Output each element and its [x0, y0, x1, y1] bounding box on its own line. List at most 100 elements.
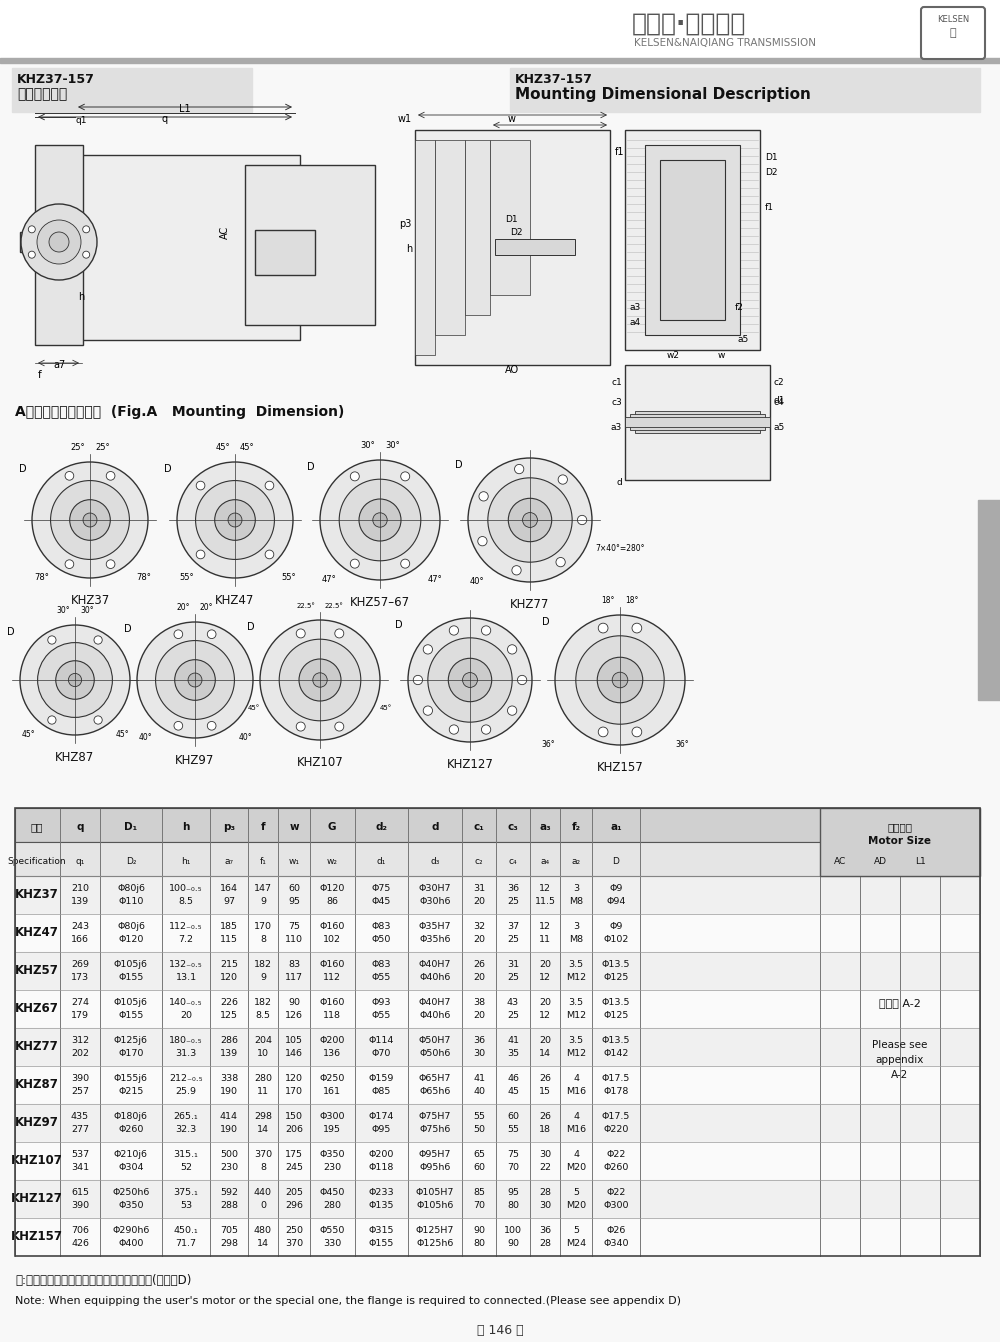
Text: a5: a5: [738, 336, 749, 344]
Text: Φ17.5: Φ17.5: [602, 1113, 630, 1121]
Text: 132₋₀.₅: 132₋₀.₅: [169, 960, 203, 969]
Text: Φ13.5: Φ13.5: [602, 1036, 630, 1045]
Circle shape: [265, 482, 274, 490]
Text: 230: 230: [220, 1164, 238, 1172]
Text: 537: 537: [71, 1150, 89, 1159]
Text: 50: 50: [473, 1125, 485, 1134]
Text: 电机尺寸
Motor Size: 电机尺寸 Motor Size: [868, 823, 932, 845]
Text: 12: 12: [539, 1011, 551, 1020]
Text: 3: 3: [573, 884, 579, 892]
Text: w₁: w₁: [288, 856, 300, 866]
Text: M20: M20: [566, 1201, 586, 1210]
Text: KHZ47: KHZ47: [215, 595, 255, 607]
Text: Φ75H7: Φ75H7: [419, 1113, 451, 1121]
Text: 36°: 36°: [541, 739, 555, 749]
Text: 592: 592: [220, 1188, 238, 1197]
Bar: [15, 1104, 980, 1142]
Text: KHZ57–67: KHZ57–67: [350, 596, 410, 609]
Text: L1: L1: [915, 856, 925, 866]
Circle shape: [463, 672, 477, 687]
Text: 166: 166: [71, 935, 89, 943]
Text: 43: 43: [507, 998, 519, 1006]
Text: 257: 257: [71, 1087, 89, 1096]
Text: 20: 20: [473, 973, 485, 982]
Text: 390: 390: [71, 1201, 89, 1210]
Text: 45°: 45°: [22, 730, 36, 739]
Circle shape: [32, 462, 148, 578]
Text: d: d: [431, 823, 439, 832]
Text: Φ300: Φ300: [603, 1201, 629, 1210]
Text: 20: 20: [473, 1011, 485, 1020]
Circle shape: [359, 499, 401, 541]
Text: 5: 5: [573, 1227, 579, 1235]
Text: 440: 440: [254, 1188, 272, 1197]
Text: 480: 480: [254, 1227, 272, 1235]
Text: KHZ157: KHZ157: [11, 1231, 63, 1244]
Circle shape: [335, 629, 344, 637]
Text: Mounting Dimensional Description: Mounting Dimensional Description: [515, 87, 811, 102]
Text: 65: 65: [473, 1150, 485, 1159]
Text: 45°: 45°: [116, 730, 130, 739]
Text: 161: 161: [323, 1087, 341, 1096]
Text: c₄: c₄: [509, 856, 517, 866]
Text: 705: 705: [220, 1227, 238, 1235]
Text: 37: 37: [507, 922, 519, 931]
Text: d₂: d₂: [375, 823, 387, 832]
Text: h: h: [406, 244, 412, 254]
Text: 5: 5: [573, 1188, 579, 1197]
Text: 25: 25: [507, 896, 519, 906]
Circle shape: [296, 629, 305, 637]
Text: Φ94: Φ94: [606, 896, 626, 906]
Text: 195: 195: [323, 1125, 341, 1134]
Text: 安装结构尺寸: 安装结构尺寸: [17, 87, 67, 101]
Text: 277: 277: [71, 1125, 89, 1134]
Text: M8: M8: [569, 935, 583, 943]
Text: Φ93: Φ93: [371, 998, 391, 1006]
Text: 205: 205: [285, 1188, 303, 1197]
Text: 100₋₀.₅: 100₋₀.₅: [169, 884, 203, 892]
Circle shape: [175, 660, 215, 701]
Text: Φ75: Φ75: [371, 884, 391, 892]
Text: 202: 202: [71, 1049, 89, 1057]
Bar: [15, 990, 980, 1028]
Text: 30: 30: [539, 1201, 551, 1210]
Text: 185: 185: [220, 922, 238, 931]
Text: c4: c4: [773, 399, 784, 407]
Text: Φ105h6: Φ105h6: [416, 1201, 454, 1210]
Text: 7.2: 7.2: [178, 935, 194, 943]
Text: 12: 12: [539, 922, 551, 931]
Text: 8: 8: [260, 1164, 266, 1172]
Text: Φ80j6: Φ80j6: [117, 884, 145, 892]
Circle shape: [449, 725, 459, 734]
Text: 40: 40: [473, 1087, 485, 1096]
Text: 30°: 30°: [80, 607, 94, 615]
Text: Φ65H7: Φ65H7: [419, 1074, 451, 1083]
Circle shape: [106, 471, 115, 480]
Text: Φ174: Φ174: [368, 1113, 394, 1121]
Circle shape: [597, 658, 643, 703]
Text: 凯尔森·耐强传动: 凯尔森·耐强传动: [632, 12, 746, 36]
Text: Φ80j6: Φ80j6: [117, 922, 145, 931]
Text: 60: 60: [507, 1113, 519, 1121]
Text: Φ233: Φ233: [368, 1188, 394, 1197]
Circle shape: [313, 672, 327, 687]
Text: 288: 288: [220, 1201, 238, 1210]
Circle shape: [612, 672, 628, 688]
Text: 179: 179: [71, 1011, 89, 1020]
Text: Φ125j6: Φ125j6: [114, 1036, 148, 1045]
Bar: [0, 58, 1000, 63]
Text: 280: 280: [323, 1201, 341, 1210]
Text: 25: 25: [507, 1011, 519, 1020]
Text: Φ155: Φ155: [368, 1239, 394, 1248]
Text: D: D: [395, 620, 403, 629]
Text: c2: c2: [773, 378, 784, 386]
Text: Φ85: Φ85: [371, 1087, 391, 1096]
Text: 212₋₀.₅: 212₋₀.₅: [169, 1074, 203, 1083]
Circle shape: [196, 550, 205, 558]
Text: D₁: D₁: [124, 823, 138, 832]
Text: Φ75h6: Φ75h6: [419, 1125, 451, 1134]
Text: D: D: [7, 627, 15, 637]
Circle shape: [512, 566, 521, 574]
Text: 286: 286: [220, 1036, 238, 1045]
Text: 🐾: 🐾: [950, 28, 956, 38]
